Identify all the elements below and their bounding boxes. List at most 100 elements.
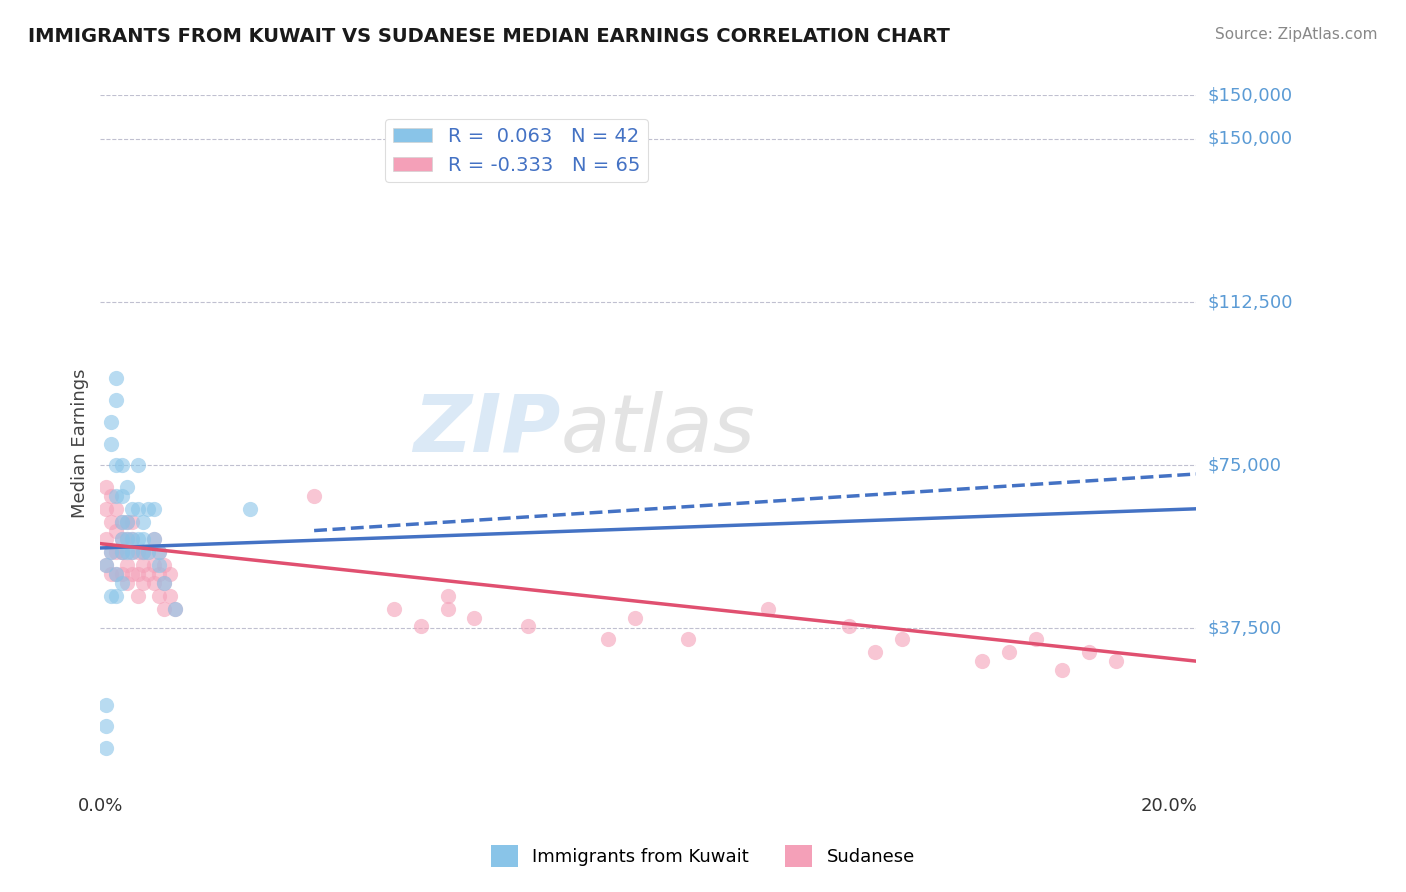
Point xyxy=(127,501,149,516)
Point xyxy=(1052,663,1074,677)
Point xyxy=(121,545,143,559)
Point xyxy=(111,533,134,547)
Text: $112,500: $112,500 xyxy=(1208,293,1292,311)
Point xyxy=(138,567,160,582)
Legend: Immigrants from Kuwait, Sudanese: Immigrants from Kuwait, Sudanese xyxy=(484,838,922,874)
Point xyxy=(142,501,165,516)
Point xyxy=(891,632,914,647)
Text: atlas: atlas xyxy=(561,391,755,468)
Point xyxy=(111,515,134,529)
Point xyxy=(105,458,128,473)
Text: $75,000: $75,000 xyxy=(1208,457,1281,475)
Point xyxy=(132,558,155,573)
Point xyxy=(142,533,165,547)
Point xyxy=(111,545,134,559)
Point xyxy=(127,567,149,582)
Point xyxy=(838,619,860,633)
Point xyxy=(678,632,700,647)
Point xyxy=(153,602,176,616)
Point xyxy=(148,545,170,559)
Point xyxy=(115,545,138,559)
Point xyxy=(127,533,149,547)
Point xyxy=(115,533,138,547)
Y-axis label: Median Earnings: Median Earnings xyxy=(72,368,89,518)
Point xyxy=(100,567,122,582)
Point xyxy=(111,458,134,473)
Point xyxy=(132,545,155,559)
Point xyxy=(132,515,155,529)
Point xyxy=(105,567,128,582)
Point xyxy=(758,602,780,616)
Point xyxy=(153,558,176,573)
Point xyxy=(105,501,128,516)
Point xyxy=(436,602,458,616)
Point xyxy=(105,524,128,538)
Point xyxy=(127,458,149,473)
Point xyxy=(121,501,143,516)
Point xyxy=(121,567,143,582)
Point xyxy=(409,619,432,633)
Point xyxy=(138,545,160,559)
Point xyxy=(105,567,128,582)
Point xyxy=(165,602,187,616)
Point xyxy=(105,392,128,407)
Point xyxy=(142,533,165,547)
Point xyxy=(998,645,1021,659)
Point xyxy=(94,698,117,712)
Text: $37,500: $37,500 xyxy=(1208,620,1281,638)
Point xyxy=(100,415,122,429)
Text: $150,000: $150,000 xyxy=(1208,130,1292,148)
Point xyxy=(436,589,458,603)
Point xyxy=(159,567,181,582)
Point xyxy=(94,501,117,516)
Point xyxy=(516,619,538,633)
Point xyxy=(105,545,128,559)
Point xyxy=(148,558,170,573)
Point xyxy=(153,575,176,590)
Point xyxy=(111,567,134,582)
Point xyxy=(239,501,262,516)
Point xyxy=(94,558,117,573)
Point xyxy=(972,654,994,668)
Point xyxy=(153,575,176,590)
Point xyxy=(100,545,122,559)
Point xyxy=(100,589,122,603)
Text: ZIP: ZIP xyxy=(413,391,561,468)
Point xyxy=(302,489,325,503)
Point xyxy=(121,515,143,529)
Point xyxy=(105,589,128,603)
Point xyxy=(111,515,134,529)
Point xyxy=(865,645,887,659)
Point xyxy=(94,533,117,547)
Point xyxy=(142,575,165,590)
Point xyxy=(1078,645,1101,659)
Point xyxy=(159,589,181,603)
Point xyxy=(596,632,619,647)
Point xyxy=(94,741,117,756)
Point xyxy=(127,545,149,559)
Point xyxy=(115,515,138,529)
Point xyxy=(623,610,645,624)
Point xyxy=(132,545,155,559)
Point xyxy=(111,545,134,559)
Point xyxy=(138,545,160,559)
Point xyxy=(148,589,170,603)
Legend: R =  0.063   N = 42, R = -0.333   N = 65: R = 0.063 N = 42, R = -0.333 N = 65 xyxy=(385,119,648,182)
Point xyxy=(132,533,155,547)
Point xyxy=(121,545,143,559)
Point xyxy=(94,480,117,494)
Point xyxy=(94,719,117,733)
Point xyxy=(132,575,155,590)
Point xyxy=(115,480,138,494)
Point xyxy=(100,489,122,503)
Point xyxy=(94,558,117,573)
Point xyxy=(100,545,122,559)
Point xyxy=(115,533,138,547)
Text: Source: ZipAtlas.com: Source: ZipAtlas.com xyxy=(1215,27,1378,42)
Point xyxy=(148,567,170,582)
Point xyxy=(165,602,187,616)
Point xyxy=(138,501,160,516)
Point xyxy=(100,436,122,450)
Point xyxy=(115,558,138,573)
Point xyxy=(148,545,170,559)
